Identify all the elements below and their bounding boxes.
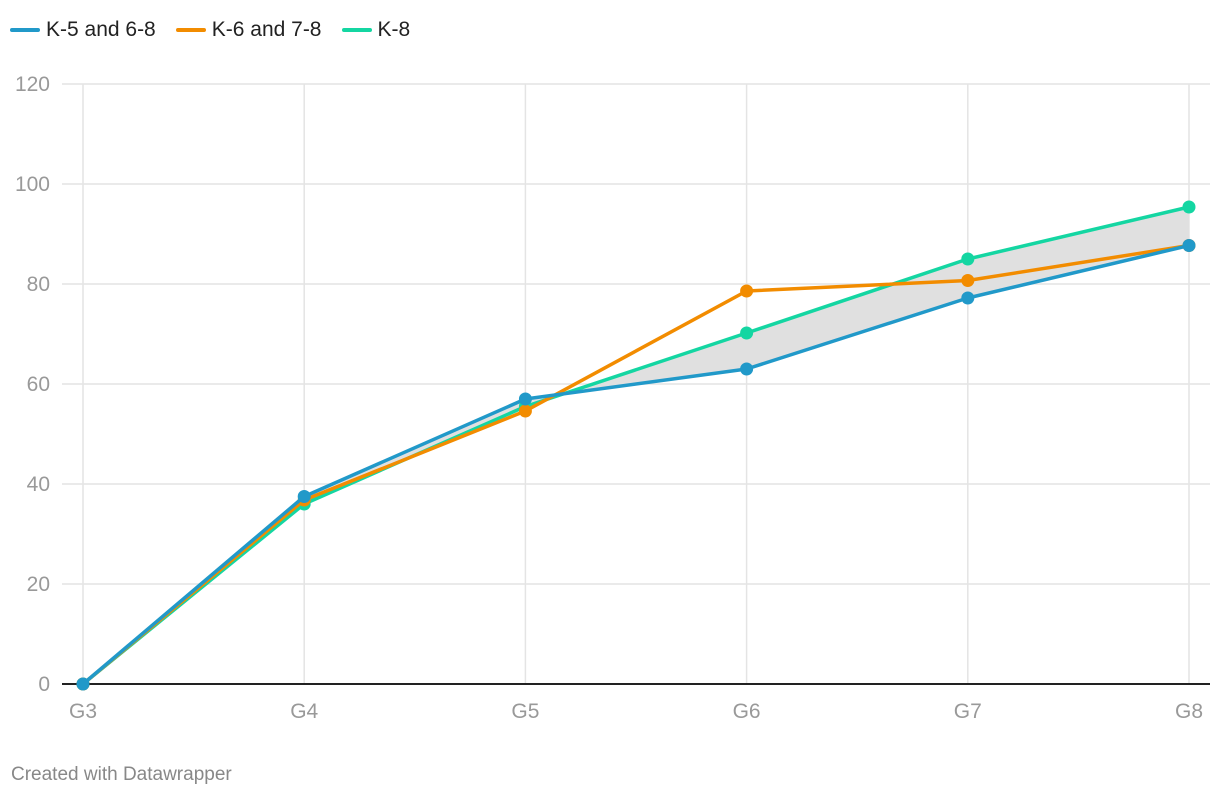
data-point-k-6-and-7-8 xyxy=(518,404,532,418)
y-tick-label: 0 xyxy=(38,673,50,696)
data-point-k-6-and-7-8 xyxy=(740,284,754,298)
x-tick-label: G6 xyxy=(733,700,761,723)
series-line-k-6-and-7-8 xyxy=(81,243,1191,686)
x-tick-label: G7 xyxy=(954,700,982,723)
legend-swatch-k8 xyxy=(341,28,372,32)
data-point-k-5-and-6-8 xyxy=(76,677,90,691)
legend-label-k6-and-7-8: K-6 and 7-8 xyxy=(211,18,322,41)
legend-label-k5-and-6-8: K-5 and 6-8 xyxy=(46,18,156,41)
legend-item-k5-and-6-8[interactable]: K-5 and 6-8 xyxy=(10,18,156,42)
y-tick-label: 40 xyxy=(27,473,50,496)
y-tick-label: 80 xyxy=(27,273,50,296)
y-tick-label: 120 xyxy=(15,73,50,96)
legend: K-5 and 6-8 K-6 and 7-8 K-8 xyxy=(10,14,410,46)
y-tick-label: 100 xyxy=(15,173,50,196)
footer-credit: Created with Datawrapper xyxy=(11,764,232,785)
series-line-k-5-and-6-8 xyxy=(81,243,1191,686)
data-point-k-8 xyxy=(1182,200,1196,214)
data-point-k-5-and-6-8 xyxy=(297,490,311,503)
range-area xyxy=(83,207,1189,684)
legend-swatch-k5-and-6-8 xyxy=(10,28,40,32)
series-line-k-8 xyxy=(81,205,1191,686)
data-point-k-5-and-6-8 xyxy=(961,291,975,305)
data-point-k-8 xyxy=(961,252,975,266)
y-tick-label: 60 xyxy=(27,373,50,396)
line-chart: 0 20 40 60 80 100 120 G3 G4 G5 G6 G7 G8 xyxy=(15,73,1210,723)
legend-item-k8[interactable]: K-8 xyxy=(341,18,411,42)
x-tick-label: G3 xyxy=(69,700,97,723)
y-tick-label: 20 xyxy=(27,573,50,596)
data-point-k-6-and-7-8 xyxy=(961,274,975,287)
x-tick-label: G5 xyxy=(511,700,539,723)
legend-label-k8: K-8 xyxy=(377,18,411,41)
data-point-k-5-and-6-8 xyxy=(1182,239,1196,252)
legend-item-k6-and-7-8[interactable]: K-6 and 7-8 xyxy=(175,18,322,42)
x-tick-label: G4 xyxy=(290,700,318,723)
x-tick-label: G8 xyxy=(1175,700,1203,723)
data-point-k-8 xyxy=(740,326,754,340)
data-point-k-5-and-6-8 xyxy=(518,392,532,406)
data-point-k-5-and-6-8 xyxy=(740,362,754,376)
legend-swatch-k6-and-7-8 xyxy=(175,28,206,32)
